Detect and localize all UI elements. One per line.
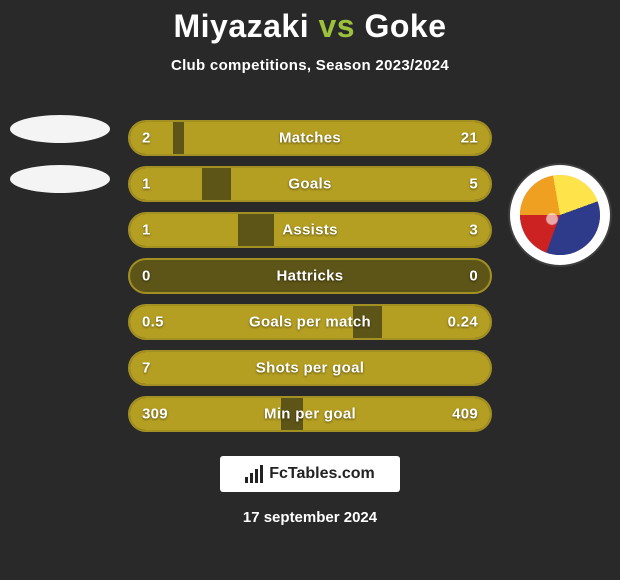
- brand-suffix: Tables.com: [288, 465, 375, 482]
- stat-value-right: 3: [469, 222, 478, 239]
- brand-prefix: Fc: [269, 465, 288, 482]
- stat-value-left: 0: [142, 268, 151, 285]
- stat-value-right: 21: [461, 130, 478, 147]
- title-player2: Goke: [364, 8, 446, 44]
- stat-row: 0 Hattricks 0: [128, 258, 492, 294]
- stat-row: 1 Assists 3: [128, 212, 492, 248]
- page-title: Miyazaki vs Goke: [0, 0, 620, 45]
- stat-row: 7 Shots per goal: [128, 350, 492, 386]
- stat-label: Min per goal: [264, 406, 356, 423]
- stat-bar-left: [130, 122, 173, 154]
- stat-label: Matches: [279, 130, 341, 147]
- badge-ellipse: [10, 165, 110, 193]
- title-vs: vs: [319, 8, 356, 44]
- stat-value-left: 2: [142, 130, 151, 147]
- stat-label: Goals per match: [249, 314, 371, 331]
- title-player1: Miyazaki: [173, 8, 309, 44]
- stat-value-right: 0.24: [448, 314, 478, 331]
- stat-bar-left: [130, 168, 202, 200]
- badge-ellipse: [10, 115, 110, 143]
- club-logo: [510, 165, 610, 265]
- stat-row: 0.5 Goals per match 0.24: [128, 304, 492, 340]
- player2-badge: [510, 165, 610, 265]
- bars-icon: [245, 465, 263, 483]
- stat-label: Goals: [288, 176, 331, 193]
- stat-row: 1 Goals 5: [128, 166, 492, 202]
- stat-row: 309 Min per goal 409: [128, 396, 492, 432]
- stat-value-right: 0: [469, 268, 478, 285]
- stat-value-left: 7: [142, 360, 151, 377]
- comparison-chart: 2 Matches 21 1 Goals 5 1 Assists 3 0 Hattricks 0 0.5…: [128, 120, 492, 442]
- stat-bar-right: [231, 168, 490, 200]
- stat-label: Assists: [282, 222, 337, 239]
- stat-value-right: 409: [452, 406, 478, 423]
- stat-value-left: 309: [142, 406, 168, 423]
- player1-badge: [10, 105, 110, 205]
- brand-logo: FcTables.com: [220, 456, 400, 492]
- subtitle: Club competitions, Season 2023/2024: [0, 57, 620, 74]
- stat-value-left: 1: [142, 176, 151, 193]
- stat-label: Hattricks: [277, 268, 344, 285]
- footer-date: 17 september 2024: [243, 509, 377, 526]
- stat-value-right: 5: [469, 176, 478, 193]
- stat-value-left: 1: [142, 222, 151, 239]
- stat-row: 2 Matches 21: [128, 120, 492, 156]
- stat-value-left: 0.5: [142, 314, 164, 331]
- stat-label: Shots per goal: [256, 360, 364, 377]
